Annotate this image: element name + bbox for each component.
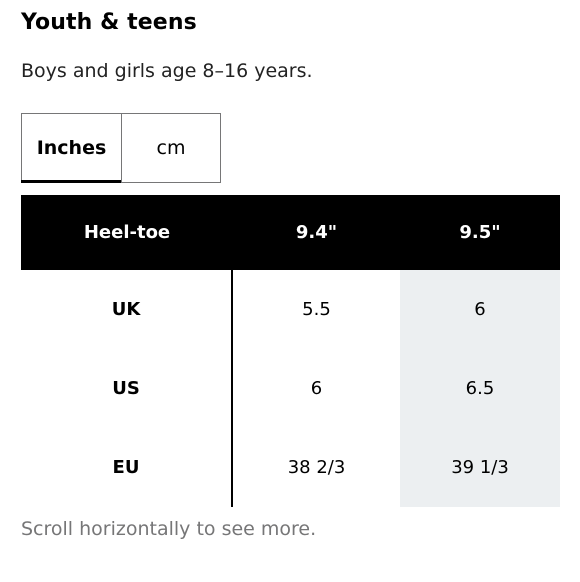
table-header-cell: 9.4" bbox=[295, 222, 338, 243]
table-header-row: Heel-toe 9.4" 9.5" bbox=[21, 195, 560, 270]
table-cell: 39 1/3 bbox=[400, 428, 560, 507]
table-row: UK 5.5 6 bbox=[21, 270, 560, 349]
table-header-cell: Heel-toe bbox=[83, 222, 171, 243]
table-row-label: US bbox=[21, 349, 233, 428]
unit-tab-inches[interactable]: Inches bbox=[21, 114, 121, 183]
table-row-label: UK bbox=[21, 270, 233, 349]
table-row-label: EU bbox=[21, 428, 233, 507]
page-subtitle: Boys and girls age 8–16 years. bbox=[21, 60, 313, 82]
table-cell: 6 bbox=[400, 270, 560, 349]
page-title: Youth & teens bbox=[21, 10, 197, 35]
table-cell: 6.5 bbox=[400, 349, 560, 428]
table-row: US 6 6.5 bbox=[21, 349, 560, 428]
table-header-cell: 9.5" bbox=[459, 222, 501, 243]
table-row: EU 38 2/3 39 1/3 bbox=[21, 428, 560, 507]
unit-toggle: Inches cm bbox=[21, 113, 221, 183]
unit-tab-cm[interactable]: cm bbox=[121, 114, 220, 182]
size-table[interactable]: Heel-toe 9.4" 9.5" UK 5.5 6 US 6 6.5 EU … bbox=[21, 195, 560, 507]
table-cell: 38 2/3 bbox=[287, 457, 346, 478]
table-cell: 6 bbox=[310, 378, 323, 399]
table-cell: 5.5 bbox=[302, 299, 331, 320]
scroll-hint: Scroll horizontally to see more. bbox=[21, 518, 317, 540]
